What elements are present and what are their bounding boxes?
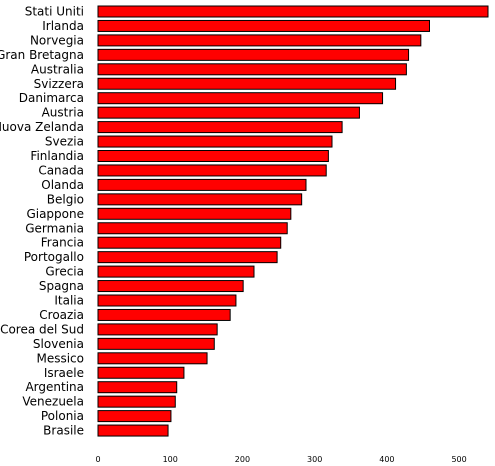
bar-grecia <box>97 265 255 278</box>
category-label-polonia: Polonia <box>41 409 84 423</box>
category-label-italia: Italia <box>54 294 84 308</box>
bar-italia <box>97 294 237 307</box>
category-label-belgio: Belgio <box>47 192 84 206</box>
bar-austria <box>97 106 360 119</box>
category-label-svezia: Svezia <box>45 135 84 149</box>
category-label-nuova-zelanda: Nuova Zelanda <box>0 120 84 134</box>
bar-finlandia <box>97 150 329 162</box>
bar-norvegia <box>97 34 422 47</box>
x-tick-label-500: 500 <box>451 455 466 464</box>
category-label-venezuela: Venezuela <box>22 395 84 409</box>
category-label-portogallo: Portogallo <box>24 250 84 264</box>
bar-venezuela <box>97 395 176 408</box>
category-label-australia: Australia <box>31 62 84 76</box>
bar-svizzera <box>97 77 397 90</box>
category-label-grecia: Grecia <box>45 265 84 279</box>
bar-argentina <box>97 381 178 394</box>
category-label-norvegia: Norvegia <box>30 33 84 47</box>
category-label-corea-del-sud: Corea del Sud <box>0 322 84 336</box>
bar-germania <box>97 222 288 235</box>
x-axis: 0 100 200 300 400 500 <box>95 455 466 464</box>
category-label-spagna: Spagna <box>39 279 84 293</box>
category-label-francia: Francia <box>41 236 84 250</box>
category-label-israele: Israele <box>44 366 84 380</box>
category-label-brasile: Brasile <box>43 424 84 438</box>
x-tick-label-300: 300 <box>307 455 322 464</box>
category-label-gran-bretagna: Gran Bretagna <box>0 48 84 62</box>
bar-giappone <box>97 207 292 220</box>
bar-nuova-zelanda <box>97 121 343 134</box>
category-label-croazia: Croazia <box>39 308 84 322</box>
category-label-stati-uniti: Stati Uniti <box>25 5 84 19</box>
category-label-finlandia: Finlandia <box>30 149 84 163</box>
bar-spagna <box>97 280 244 293</box>
bar-slovenia <box>97 337 215 350</box>
bar-portogallo <box>97 251 278 264</box>
bar-gran-bretagna <box>97 48 410 61</box>
bar-polonia <box>97 410 172 423</box>
bar-danimarca <box>97 92 384 105</box>
bar-canada <box>97 164 327 177</box>
bar-australia <box>97 63 407 76</box>
x-tick-label-200: 200 <box>235 455 250 464</box>
x-tick-label-100: 100 <box>163 455 178 464</box>
bar-svezia <box>97 135 333 148</box>
category-label-giappone: Giappone <box>26 207 84 221</box>
bar-corea-del-sud <box>97 323 218 336</box>
bar-stati-uniti <box>97 5 489 18</box>
category-label-svizzera: Svizzera <box>34 77 84 91</box>
category-label-irlanda: Irlanda <box>42 19 84 33</box>
bar-belgio <box>97 193 303 206</box>
x-tick-label-0: 0 <box>95 455 100 464</box>
bar-messico <box>97 352 208 365</box>
category-label-slovenia: Slovenia <box>33 337 84 351</box>
bar-irlanda <box>97 19 430 32</box>
bar-croazia <box>97 308 231 321</box>
bar-olanda <box>97 178 307 191</box>
category-label-argentina: Argentina <box>25 380 84 394</box>
bar-brasile <box>97 424 169 437</box>
bar-israele <box>97 366 185 379</box>
bars-group <box>97 5 489 437</box>
category-label-danimarca: Danimarca <box>19 91 84 105</box>
category-label-messico: Messico <box>36 351 84 365</box>
category-label-olanda: Olanda <box>41 178 84 192</box>
x-tick-label-400: 400 <box>379 455 394 464</box>
category-label-germania: Germania <box>25 221 84 235</box>
category-label-austria: Austria <box>42 106 84 120</box>
category-label-canada: Canada <box>38 163 84 177</box>
bar-francia <box>97 236 282 249</box>
